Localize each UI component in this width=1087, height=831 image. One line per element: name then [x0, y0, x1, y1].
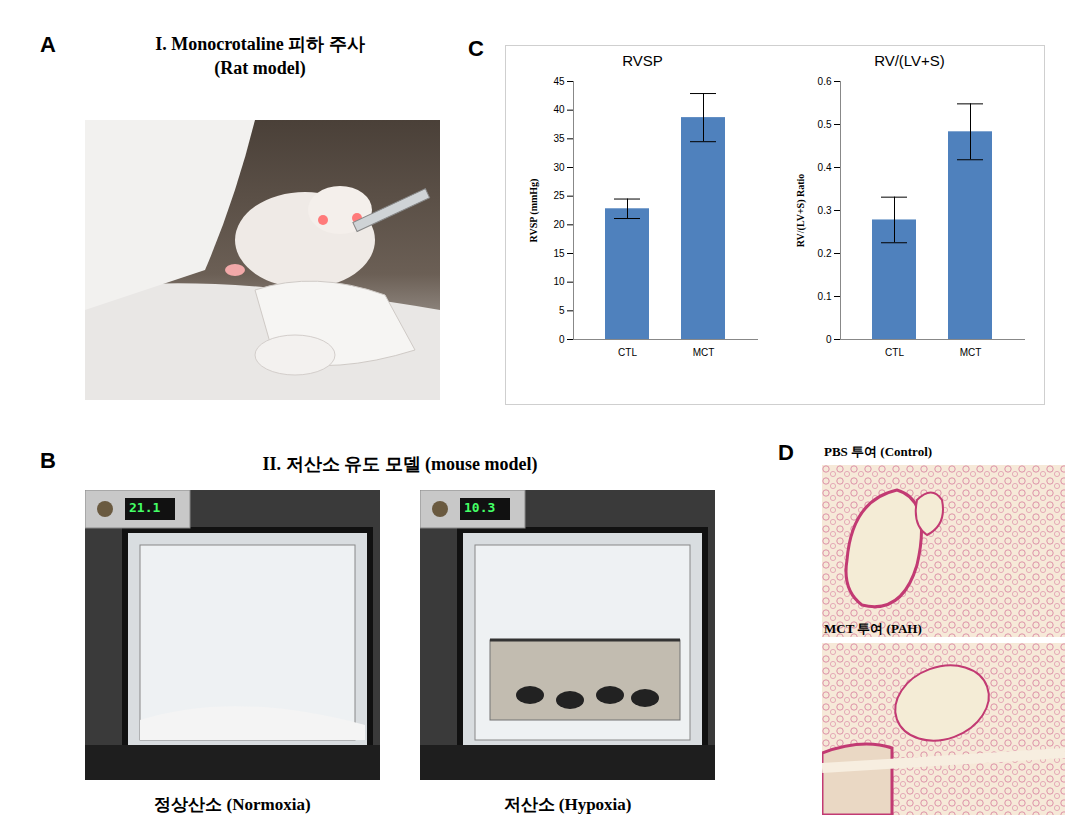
html-text:정상산소 (Normoxia): 정상산소 (Normoxia) — [154, 795, 311, 814]
html-text:A: A — [40, 32, 56, 57]
html-text:21.1: 21.1 — [129, 500, 161, 515]
html-text:B: B — [40, 448, 56, 473]
svg-text:30: 30 — [553, 162, 565, 173]
html-text:MCT 투여 (PAH): MCT 투여 (PAH) — [824, 621, 922, 636]
svg-text:MCT: MCT — [960, 347, 982, 358]
svg-text:0: 0 — [559, 334, 565, 345]
svg-text:40: 40 — [553, 104, 565, 115]
svg-text:RV/(LV+S) Ratio: RV/(LV+S) Ratio — [795, 174, 807, 248]
html-text:RVSP: RVSP — [622, 52, 663, 69]
svg-text:0.5: 0.5 — [818, 119, 832, 130]
svg-text:CTL: CTL — [885, 347, 904, 358]
svg-text:25: 25 — [553, 190, 565, 201]
html-text:I. Monocrotaline 피하 주사: I. Monocrotaline 피하 주사 — [155, 34, 365, 54]
html-text:D: D — [778, 440, 794, 465]
svg-text:45: 45 — [553, 76, 565, 87]
html-text:C: C — [468, 36, 484, 61]
svg-text:5: 5 — [559, 305, 565, 316]
html-text:10.3: 10.3 — [464, 500, 496, 515]
svg-text:0.3: 0.3 — [818, 205, 832, 216]
html-text:II. 저산소 유도 모델 (mouse model): II. 저산소 유도 모델 (mouse model) — [262, 454, 538, 474]
html-text:RV/(LV+S): RV/(LV+S) — [874, 52, 945, 69]
svg-text:35: 35 — [553, 133, 565, 144]
svg-text:MCT: MCT — [693, 347, 715, 358]
svg-text:20: 20 — [553, 219, 565, 230]
svg-text:CTL: CTL — [618, 347, 637, 358]
svg-text:0.6: 0.6 — [818, 76, 832, 87]
svg-text:10: 10 — [553, 276, 565, 287]
svg-text:0.1: 0.1 — [818, 291, 832, 302]
html-text:(Rat model): (Rat model) — [214, 58, 306, 78]
html-text:저산소 (Hypoxia): 저산소 (Hypoxia) — [503, 795, 632, 814]
svg-text:RVSP (mmHg): RVSP (mmHg) — [528, 179, 540, 243]
html-text:PBS 투여 (Control): PBS 투여 (Control) — [824, 444, 933, 459]
svg-text:15: 15 — [553, 248, 565, 259]
svg-text:0.4: 0.4 — [818, 162, 832, 173]
svg-text:0.2: 0.2 — [818, 248, 832, 259]
svg-text:0: 0 — [826, 334, 832, 345]
